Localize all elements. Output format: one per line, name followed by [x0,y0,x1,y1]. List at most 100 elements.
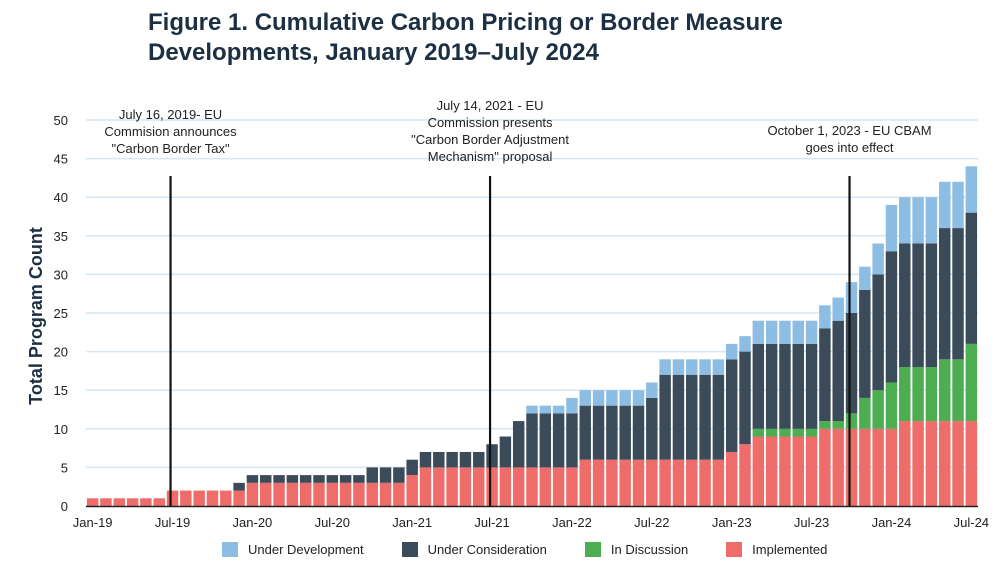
y-tick-label: 25 [54,306,68,321]
legend-label: Under Development [248,542,364,557]
bar-segment [459,467,472,506]
x-tick-label: Jan-21 [392,515,432,530]
bar-segment [619,390,631,406]
bar-segment [313,482,325,506]
bar-segment [646,397,658,460]
bar-segment [859,397,871,429]
bar-segment [526,405,538,414]
bar-segment [433,451,445,468]
bar-segment [779,320,791,344]
bar-segment [526,413,538,468]
bar-segment [193,490,205,506]
bar-segment [686,374,698,460]
bar-segment [486,444,498,468]
event-annotation-text: Commission presents [428,115,553,130]
legend-item: Under Development [222,542,364,557]
bar-segment [166,490,179,506]
bar-segment [113,498,126,506]
bar-segment [805,428,818,437]
bar-segment [646,382,658,398]
y-tick-label: 0 [61,499,68,514]
bar-segment [859,428,871,506]
bar-segment [792,428,804,437]
y-tick-label: 40 [54,190,68,205]
y-tick-label: 10 [54,422,68,437]
bar-segment [206,490,219,506]
bar-segment [912,367,924,422]
event-annotation-text: Mechanism" proposal [428,149,553,164]
bar-segment [765,343,778,429]
bar-segment [579,459,591,506]
bar-segment [246,475,259,483]
bar-segment [273,482,285,506]
bar-segment [433,467,445,506]
bar-segment [552,413,565,468]
legend-swatch [584,542,601,557]
bar-segment [899,367,911,422]
bar-segment [379,482,392,506]
bar-segment [326,482,339,506]
bar-segment [619,459,631,506]
bar-segment [912,197,924,244]
legend-item: Implemented [726,542,827,557]
bar-segment [366,467,378,483]
bar-segment [606,405,618,460]
bar-segment [938,181,951,229]
bar-segment [925,421,938,506]
x-tick-label: Jul-24 [954,515,989,530]
bar-segment [899,243,911,368]
legend-item: Under Consideration [401,542,547,557]
y-tick-label: 20 [54,345,68,360]
bars [86,166,978,506]
bar-segment [792,320,804,344]
bar-segment [632,459,645,506]
bar-segment [526,467,538,506]
bar-segment [752,320,765,344]
bar-segment [552,405,565,414]
bar-segment [273,475,285,483]
bar-segment [779,428,791,437]
bar-segment [805,320,818,344]
bar-segment [832,297,844,321]
bar-segment [686,459,698,506]
bar-segment [606,459,618,506]
bar-segment [86,498,99,506]
bar-segment [832,320,844,422]
bar-segment [965,212,978,344]
bar-segment [925,243,938,368]
figure-title: Figure 1. Cumulative Carbon Pricing or B… [148,8,948,68]
bar-segment [260,482,272,506]
bar-segment [845,413,858,429]
bar-segment [686,359,698,375]
bar-segment [885,428,898,506]
bar-segment [872,428,884,506]
bar-segment [539,405,552,414]
bar-segment [739,444,751,506]
y-tick-label: 50 [54,113,68,128]
bar-segment [353,482,365,506]
bar-segment [752,436,765,506]
bar-segment [632,405,645,460]
bar-segment [952,359,964,422]
bar-segment [366,482,378,506]
y-tick-label: 15 [54,383,68,398]
bar-segment [872,390,884,429]
bar-segment [299,475,312,483]
bar-segment [659,459,671,506]
y-tick-label: 30 [54,267,68,282]
bar-segment [299,482,312,506]
bar-segment [512,421,525,468]
bar-segment [233,490,245,506]
axes: 0 5 10 15 20 25 30 35 40 45 50 Jan-19 Jul-19 Jan-20 Ju… [54,113,990,530]
x-tick-label: Jul-23 [794,515,829,530]
bar-segment [379,467,392,483]
bar-segment [672,459,685,506]
bar-segment [286,475,299,483]
bar-segment [659,374,671,460]
bar-segment [779,436,791,506]
bar-segment [712,459,725,506]
bar-segment [952,228,964,360]
bar-segment [619,405,631,460]
bar-segment [925,197,938,244]
